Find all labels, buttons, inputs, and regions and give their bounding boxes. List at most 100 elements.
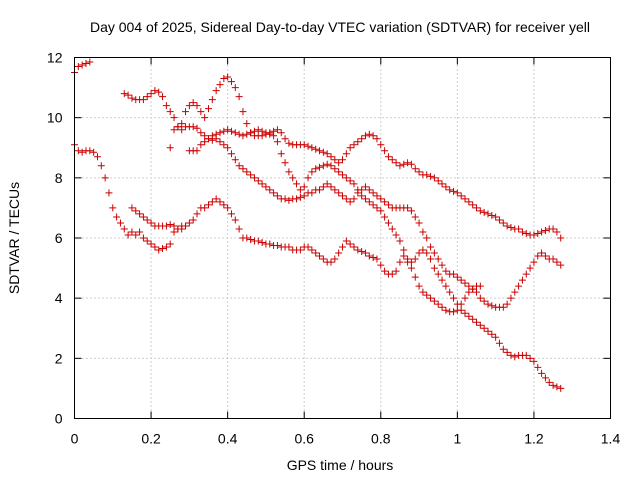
data-point: [197, 129, 205, 137]
data-point: [339, 156, 346, 164]
data-point: [235, 162, 243, 170]
data-point: [116, 219, 124, 227]
data-point: [361, 249, 369, 257]
data-point: [170, 228, 178, 236]
data-point: [465, 282, 473, 290]
data-point: [250, 174, 258, 182]
data-point: [273, 138, 281, 146]
data-point: [473, 204, 480, 212]
data-point: [155, 88, 163, 96]
y-tick-label: 0: [55, 411, 63, 427]
data-point: [270, 132, 278, 140]
data-point: [189, 99, 197, 107]
data-point: [430, 264, 438, 272]
data-point: [316, 163, 324, 171]
data-point: [273, 242, 281, 250]
data-point: [354, 246, 362, 254]
data-point: [273, 126, 281, 134]
data-point: [231, 84, 239, 92]
data-point: [220, 127, 228, 135]
data-point: [453, 306, 461, 314]
data-point: [185, 219, 193, 227]
data-point: [541, 374, 549, 382]
data-point: [166, 144, 174, 152]
data-point: [151, 243, 159, 251]
data-point: [243, 168, 251, 176]
data-point: [227, 210, 235, 218]
data-point: [503, 222, 511, 230]
data-point: [354, 138, 362, 146]
data-point: [266, 130, 274, 138]
data-point: [197, 141, 205, 149]
data-point: [381, 213, 389, 221]
y-tick-label: 10: [47, 110, 63, 126]
data-point: [216, 198, 224, 206]
data-point: [415, 219, 423, 227]
series-track-d: [166, 73, 565, 242]
data-point: [450, 294, 458, 302]
data-point: [193, 147, 201, 155]
data-point: [339, 243, 346, 251]
data-point: [170, 114, 178, 122]
data-point: [522, 229, 530, 237]
data-point: [369, 254, 377, 262]
data-point: [545, 378, 553, 386]
data-point: [415, 249, 423, 257]
data-point: [162, 102, 170, 110]
data-point: [319, 255, 327, 263]
data-point: [476, 207, 484, 215]
data-point: [411, 255, 419, 263]
data-point: [369, 201, 377, 209]
series-track-c: [120, 87, 565, 311]
data-point: [415, 282, 423, 290]
data-point: [201, 204, 209, 212]
data-point: [392, 159, 400, 167]
data-point: [518, 228, 526, 236]
data-point: [277, 129, 285, 137]
data-point: [82, 60, 90, 68]
data-point: [404, 255, 412, 263]
data-point: [404, 204, 412, 212]
data-point: [262, 183, 270, 191]
series-track-e: [128, 126, 484, 316]
tick-labels: 0 0.2 0.4 0.6 0.8 1 1.2 1.4 0 2 4 6 8 10 12: [47, 50, 621, 447]
y-tick-label: 2: [55, 350, 63, 366]
data-point: [434, 255, 442, 263]
data-point: [526, 354, 534, 362]
data-point: [124, 231, 132, 239]
data-point: [201, 132, 209, 140]
data-point: [224, 73, 232, 81]
data-point: [296, 193, 304, 201]
x-tick-label: 1.4: [601, 431, 621, 447]
data-point: [239, 108, 247, 116]
data-point: [361, 195, 369, 203]
data-point: [139, 96, 147, 104]
data-point: [407, 160, 415, 168]
data-point: [358, 135, 366, 143]
data-point: [461, 294, 469, 302]
data-point: [178, 120, 186, 128]
data-point: [300, 192, 308, 200]
data-point: [400, 160, 408, 168]
data-point: [205, 201, 212, 209]
data-point: [293, 180, 301, 188]
data-point: [159, 93, 167, 101]
data-point: [208, 132, 216, 140]
data-point: [465, 288, 473, 296]
data-point: [384, 219, 392, 227]
data-point: [534, 363, 542, 371]
data-point: [304, 142, 312, 150]
data-point: [155, 246, 163, 254]
data-point: [377, 261, 385, 269]
data-point: [457, 276, 465, 284]
data-point: [212, 195, 220, 203]
data-point: [473, 318, 480, 326]
data-point: [216, 129, 224, 137]
data-point: [316, 147, 324, 155]
data-point: [526, 264, 534, 272]
data-point: [484, 300, 492, 308]
data-point: [281, 195, 289, 203]
data-point: [120, 225, 128, 233]
data-point: [396, 162, 404, 170]
